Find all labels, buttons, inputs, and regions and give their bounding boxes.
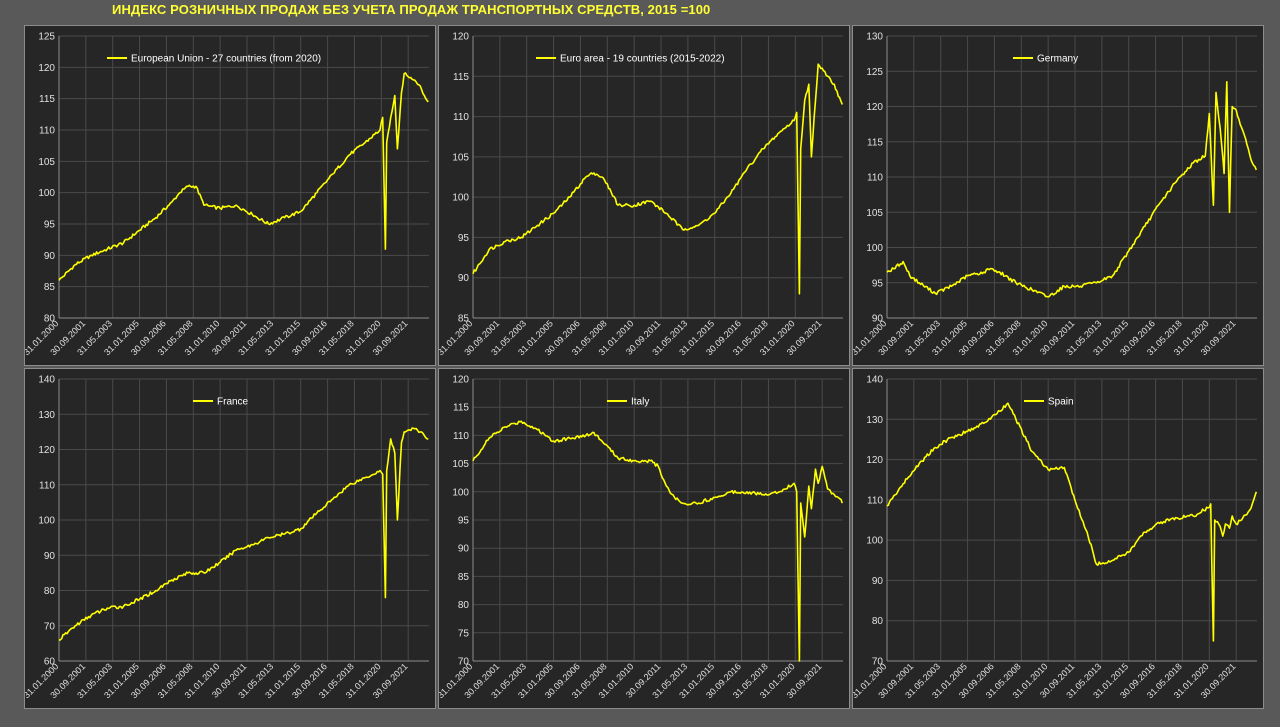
y-tick-label: 70	[872, 657, 884, 668]
gridlines	[472, 35, 843, 319]
y-tick-label: 105	[38, 157, 55, 168]
y-tick-label: 80	[458, 600, 470, 611]
gridlines	[58, 35, 429, 319]
panel-italy: 70 75 80 85 90 95 100 105 110 115 120 31.01.2000 30.…	[438, 368, 850, 709]
gridlines	[886, 35, 1257, 319]
y-tick-label: 110	[39, 480, 55, 491]
y-tick-label: 105	[866, 208, 883, 219]
y-tick-label: 80	[44, 586, 56, 597]
y-tick-label: 110	[39, 126, 55, 137]
y-tick-label: 80	[44, 314, 56, 325]
series-line	[59, 427, 429, 641]
y-tick-label: 80	[872, 616, 884, 627]
series-line	[886, 81, 1258, 298]
y-tick-label: 130	[866, 32, 883, 43]
y-tick-label: 60	[44, 657, 56, 668]
y-tick-label: 120	[38, 63, 55, 74]
series-line	[472, 63, 844, 295]
y-tick-label: 90	[44, 551, 56, 562]
legend-label: Euro area - 19 countries (2015-2022)	[560, 54, 725, 65]
legend-label: Spain	[1048, 397, 1074, 408]
legend-label: France	[217, 397, 249, 408]
y-tick-label: 125	[866, 67, 883, 78]
y-tick-label: 110	[453, 112, 469, 123]
gridlines	[472, 378, 843, 662]
panel-euro-area: 85 90 95 100 105 110 115 120 31.01.2000 30.09.200…	[438, 25, 850, 366]
y-tick-label: 100	[38, 516, 55, 527]
y-tick-label: 120	[452, 32, 469, 43]
y-tick-label: 115	[867, 137, 883, 148]
y-tick-label: 110	[453, 431, 469, 442]
y-tick-label: 125	[38, 32, 55, 43]
y-tick-label: 90	[44, 251, 56, 262]
legend-label: Germany	[1037, 54, 1078, 65]
chart-italy: 70758085909510010511011512031.01.200030.…	[439, 375, 844, 700]
y-tick-label: 90	[458, 273, 470, 284]
y-tick-label: 130	[866, 415, 883, 426]
legend-label: Italy	[631, 397, 649, 408]
legend: France	[193, 397, 249, 408]
y-tick-label: 120	[38, 445, 55, 456]
gridlines	[886, 378, 1257, 662]
panel-eu27: 80 85 90 95 100 105 110 115 120 125 31.01.2000 30.0…	[24, 25, 436, 366]
y-tick-label: 95	[44, 220, 56, 231]
page-title: ИНДЕКС РОЗНИЧНЫХ ПРОДАЖ БЕЗ УЧЕТА ПРОДАЖ…	[112, 2, 711, 17]
chart-eu27: 8085909510010511011512012531.01.200030.0…	[25, 32, 429, 357]
panel-france: 60 70 80 90 100 110 120 130 140 31.01.2000 30.09.2…	[24, 368, 436, 709]
panel-germany: 90 95 100 105 110 115 120 125 130 31.01.2000 30.09…	[852, 25, 1264, 366]
chart-euro-area: 85909510010511011512031.01.200030.09.200…	[439, 32, 844, 357]
y-tick-label: 100	[452, 487, 469, 498]
y-tick-label: 90	[458, 544, 470, 555]
y-tick-label: 110	[867, 495, 883, 506]
y-tick-label: 105	[452, 459, 469, 470]
legend: Italy	[607, 397, 649, 408]
y-tick-label: 140	[866, 375, 883, 386]
series-line	[886, 402, 1258, 642]
y-tick-label: 90	[872, 576, 884, 587]
y-tick-label: 140	[38, 375, 55, 386]
y-tick-label: 95	[458, 516, 470, 527]
series-line	[472, 420, 844, 662]
y-tick-label: 90	[872, 314, 884, 325]
y-tick-label: 85	[458, 314, 470, 325]
y-tick-label: 70	[44, 621, 56, 632]
y-tick-label: 75	[458, 628, 470, 639]
legend: Euro area - 19 countries (2015-2022)	[536, 54, 725, 65]
chart-grid: 80 85 90 95 100 105 110 115 120 125 31.01.2000 30.0…	[24, 25, 1264, 712]
y-tick-label: 95	[872, 278, 884, 289]
legend: European Union - 27 countries (from 2020…	[107, 54, 321, 65]
y-tick-label: 85	[44, 282, 56, 293]
y-tick-label: 100	[452, 193, 469, 204]
y-tick-label: 105	[452, 152, 469, 163]
y-tick-label: 115	[453, 72, 469, 83]
y-tick-label: 120	[866, 455, 883, 466]
legend: Spain	[1024, 397, 1074, 408]
series-line	[58, 72, 429, 281]
y-tick-label: 115	[39, 94, 55, 105]
chart-spain: 70809010011012013014031.01.200030.09.200…	[853, 375, 1258, 700]
y-tick-label: 85	[458, 572, 470, 583]
y-tick-label: 100	[866, 243, 883, 254]
y-tick-label: 120	[452, 375, 469, 386]
legend: Germany	[1013, 54, 1078, 65]
y-tick-label: 70	[458, 657, 470, 668]
chart-germany: 909510010511011512012513031.01.200030.09…	[853, 32, 1258, 357]
y-tick-label: 110	[867, 173, 883, 184]
chart-france: 6070809010011012013014031.01.200030.09.2…	[25, 375, 429, 700]
y-tick-label: 120	[866, 102, 883, 113]
y-tick-label: 100	[866, 536, 883, 547]
y-tick-label: 95	[458, 233, 470, 244]
y-tick-label: 100	[38, 188, 55, 199]
panel-spain: 70 80 90 100 110 120 130 140 31.01.2000 30.09.200…	[852, 368, 1264, 709]
y-tick-label: 115	[453, 403, 469, 414]
y-tick-label: 130	[38, 410, 55, 421]
legend-label: European Union - 27 countries (from 2020…	[131, 54, 321, 65]
gridlines	[58, 378, 429, 662]
